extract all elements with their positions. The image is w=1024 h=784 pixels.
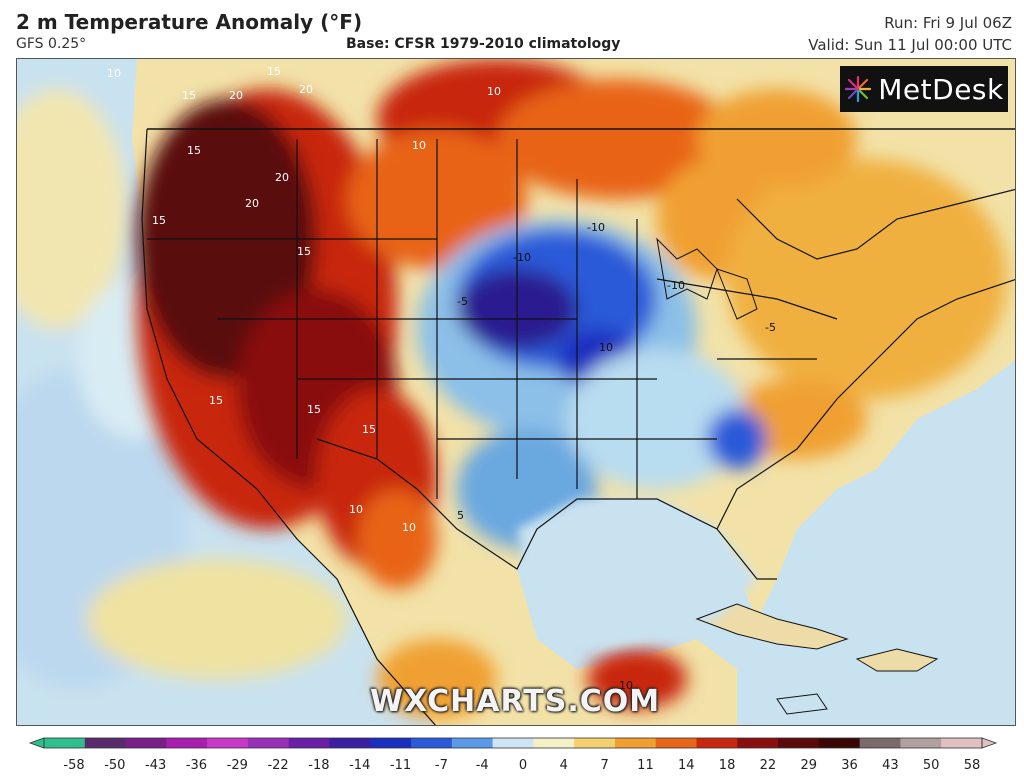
colorbar-segment [207,738,249,748]
colorbar-tick-label: 36 [841,758,858,773]
colorbar-tick-label: 22 [759,758,777,773]
contour-label: 15 [297,245,311,258]
contour-label: 10 [412,139,426,152]
contour-label: -5 [457,295,468,308]
metdesk-starburst-icon [845,75,872,103]
colorbar-tick-label: 43 [882,758,899,773]
colorbar-tick-label: 58 [963,758,981,773]
colorbar-segment [288,738,330,748]
colorbar-tick-label: -14 [349,758,371,773]
contour-label: 20 [229,89,243,102]
climatology-base-label: Base: CFSR 1979-2010 climatology [346,36,621,52]
contour-label: 15 [267,65,281,78]
colorbar-segment [900,738,942,748]
colorbar-segment [818,738,861,748]
contour-label: 15 [182,89,196,102]
colorbar-segment [941,738,983,748]
map-panel: 10 15 20 15 20 15 20 15 20 10 10 15 -10 … [16,58,1016,726]
colorbar-segment [329,738,371,748]
colorbar-segment [492,738,534,748]
colorbar-tick-label: -36 [185,758,208,773]
valid-time-label: Valid: Sun 11 Jul 00:00 UTC [808,36,1012,54]
metdesk-wordmark: MetDesk [878,72,1004,106]
colorbar-strip [28,737,998,749]
colorbar-tick-label: -29 [226,758,248,773]
wxcharts-watermark: WXCHARTS.COM [370,684,661,719]
anomaly-map: 10 15 20 15 20 15 20 15 20 10 10 15 -10 … [17,59,1015,725]
contour-label: 10 [619,679,633,692]
temperature-anomaly-field [137,59,1007,719]
colorbar: -58 -50 -43 -36 -29 -22 -18 -14 -11 -7 -4 0 4 7 11 14 18… [0,730,1024,784]
contour-label: 10 [107,67,121,80]
colorbar-segment [44,738,86,748]
model-label: GFS 0.25° [16,36,87,52]
contour-label: 15 [209,394,223,407]
colorbar-segment [370,738,412,748]
colorbar-tick-label: -22 [267,758,289,773]
contour-label: 15 [152,214,166,227]
contour-label: 10 [487,85,501,98]
contour-label: 10 [402,521,416,534]
colorbar-tick-label: 7 [600,758,609,773]
colorbar-tick-label: -43 [145,758,167,773]
chart-header: 2 m Temperature Anomaly (°F) GFS 0.25° B… [0,0,1024,58]
colorbar-segment [451,738,494,748]
contour-label: 15 [362,423,376,436]
colorbar-tick-label: 11 [637,758,654,773]
chart-title: 2 m Temperature Anomaly (°F) [16,10,363,34]
run-time-label: Run: Fri 9 Jul 06Z [884,14,1012,32]
colorbar-tick-label: -18 [308,758,330,773]
gulf-of-mexico [517,499,757,649]
contour-label: 20 [275,171,289,184]
contour-label: 10 [599,341,613,354]
colorbar-segment [614,738,657,748]
colorbar-segment [84,738,127,748]
contour-label: 5 [457,509,464,522]
colorbar-segment [166,738,208,748]
colorbar-segment [859,738,901,748]
contour-label: 20 [245,197,259,210]
colorbar-segment [574,738,616,748]
colorbar-tick-label: -7 [434,758,448,773]
contour-labels: 10 15 20 15 20 15 20 15 20 10 10 15 -10 … [107,65,776,692]
colorbar-tick-label: 14 [677,758,695,773]
colorbar-segment [655,738,698,748]
colorbar-tick-label: -58 [63,758,85,773]
contour-label: 15 [187,144,201,157]
colorbar-segment [696,738,738,748]
contour-label: 20 [299,83,313,96]
contour-label: 15 [307,403,321,416]
colorbar-min-arrow [28,737,45,749]
colorbar-segment [778,738,820,748]
metdesk-logo: MetDesk [840,66,1008,112]
contour-label: -10 [667,279,685,292]
colorbar-tick-label: 50 [922,758,940,773]
colorbar-segment [737,738,779,748]
great-lakes [656,237,758,320]
contour-label: 10 [349,503,363,516]
political-borders [141,128,1015,725]
colorbar-max-arrow [981,737,998,749]
caribbean-islands [695,603,939,715]
contour-label: -5 [765,321,776,334]
colorbar-tick-label: 29 [800,758,817,773]
contour-label: -10 [587,221,605,234]
colorbar-tick-label: 4 [559,758,568,773]
colorbar-segment [533,738,575,748]
colorbar-segment [125,738,167,748]
colorbar-tick-label: -4 [475,758,489,773]
contour-label: -10 [513,251,531,264]
colorbar-tick-label: -50 [104,758,126,773]
colorbar-segment [411,738,453,748]
pacific-anomaly-field [17,89,347,689]
colorbar-tick-label: 0 [518,758,528,773]
colorbar-segment [247,738,290,748]
colorbar-tick-label: -11 [389,758,412,773]
colorbar-tick-label: 18 [718,758,736,773]
